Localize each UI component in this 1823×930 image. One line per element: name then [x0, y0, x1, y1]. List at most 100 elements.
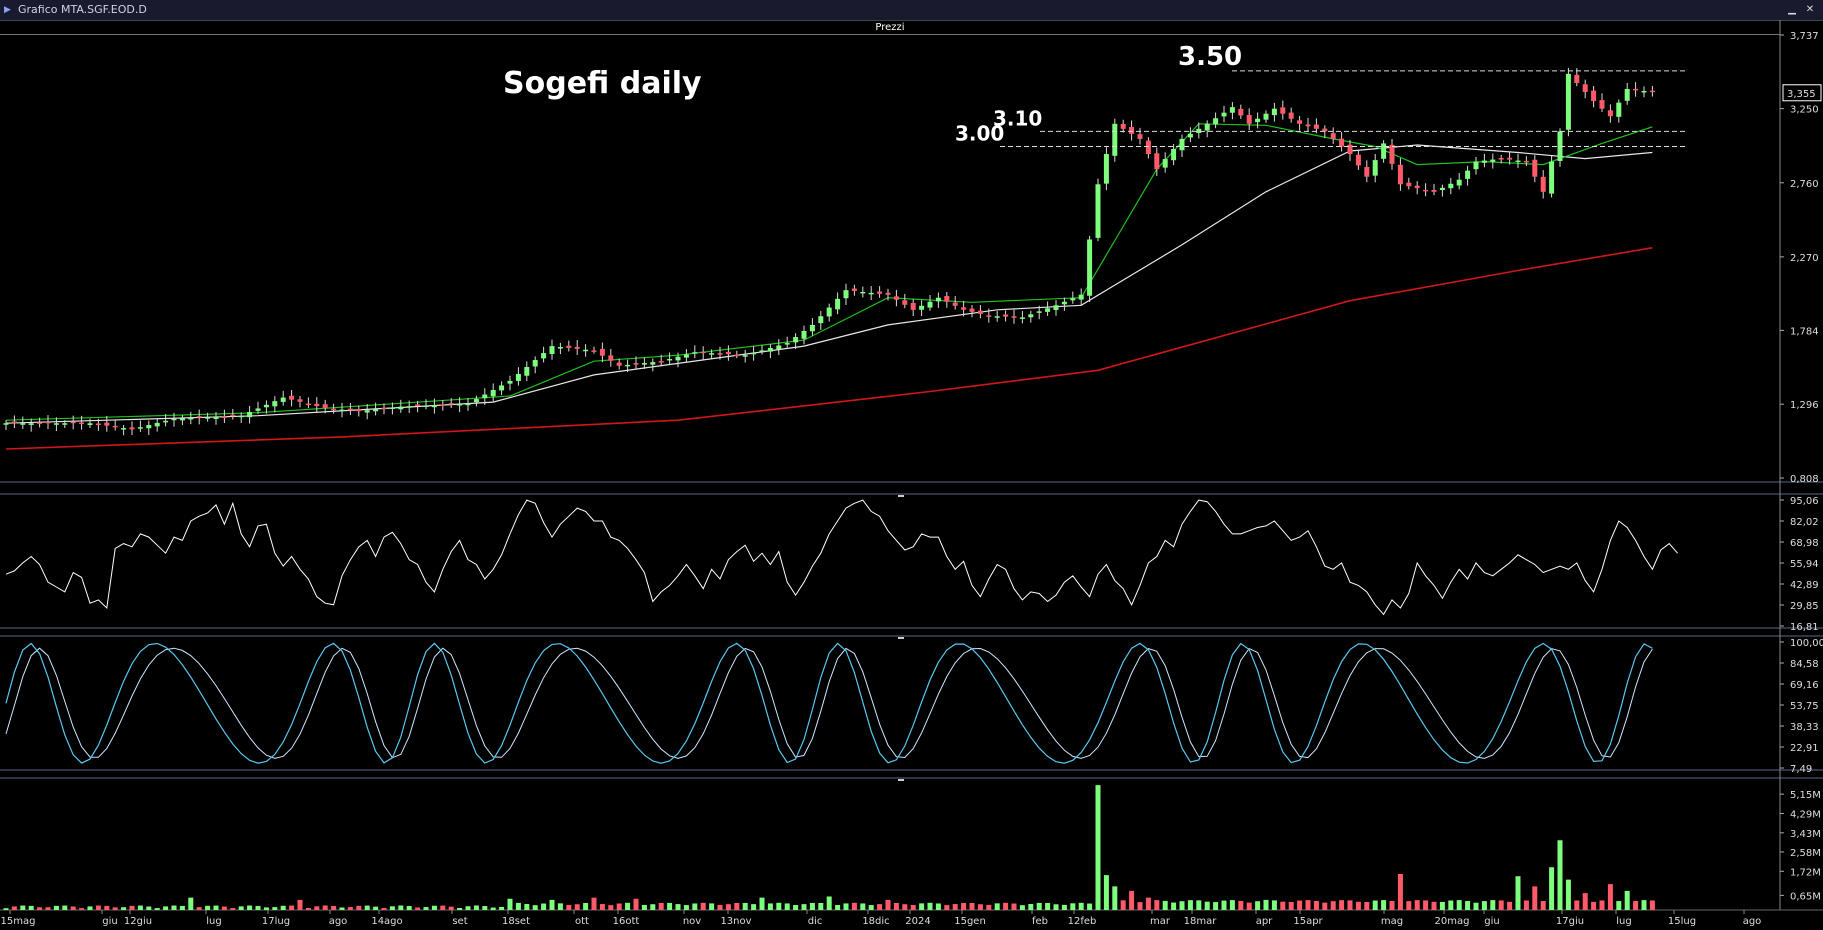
volume-bar [667, 902, 673, 910]
volume-bar [1540, 901, 1546, 910]
candle-body [725, 351, 731, 355]
volume-bar [1364, 901, 1370, 910]
volume-bar [675, 904, 681, 910]
volume-bar [1103, 875, 1109, 910]
volume-bar [1179, 901, 1185, 910]
candle-body [272, 401, 278, 407]
candle-body [1347, 144, 1353, 155]
candle-body [1120, 123, 1126, 129]
volume-bar [482, 906, 488, 910]
candle-body [331, 408, 337, 411]
volume-bar [129, 905, 135, 910]
candle-body [751, 352, 757, 355]
candle-body [818, 316, 824, 324]
volume-bar [154, 908, 160, 910]
volume-bar [1498, 900, 1504, 910]
volume-bar [1196, 900, 1202, 910]
y-tick-label: 82,02 [1790, 517, 1819, 528]
candle-body [767, 347, 773, 352]
candle-body [205, 417, 211, 419]
candle-body [1633, 88, 1639, 91]
volume-bar [700, 902, 706, 910]
volume-bar [1137, 902, 1143, 910]
candle-body [314, 403, 320, 407]
volume-bar [969, 903, 975, 910]
volume-bar [1070, 903, 1076, 910]
candle-body [583, 349, 589, 352]
volume-bar [641, 904, 647, 910]
candle-body [1213, 118, 1219, 125]
candle-body [675, 356, 681, 361]
candle-body [1179, 138, 1185, 151]
minimize-button[interactable]: ▁ [1788, 4, 1796, 15]
volume-bar [1431, 901, 1437, 910]
volume-bar [1271, 900, 1277, 910]
volume-bar [851, 902, 857, 910]
candle-body [507, 380, 513, 384]
candle-body [398, 406, 404, 410]
x-tick-label: 18dic [862, 916, 889, 927]
volume-bar [196, 907, 202, 910]
volume-bar [1582, 893, 1588, 910]
candle-body [482, 394, 488, 399]
candle-body [448, 403, 454, 405]
candle-body [1154, 153, 1160, 170]
volume-bar [801, 904, 807, 910]
x-tick-label: lug [1616, 916, 1631, 927]
volume-bar [826, 896, 832, 910]
volume-bar [28, 905, 34, 910]
y-tick-label: 68,98 [1790, 538, 1819, 549]
volume-bar [977, 904, 983, 910]
x-tick-label: lug [206, 916, 221, 927]
volume-bar [1481, 901, 1487, 910]
candle-body [1246, 114, 1252, 124]
volume-bar [1439, 901, 1445, 910]
candle-body [95, 423, 101, 426]
close-button[interactable]: ✕ [1805, 4, 1815, 15]
candle-body [1305, 124, 1311, 127]
candle-body [1238, 108, 1244, 116]
volume-bar [238, 906, 244, 910]
volume-bar [524, 904, 530, 910]
volume-bar [431, 905, 437, 910]
volume-bar [389, 906, 395, 910]
candle-body [238, 415, 244, 418]
x-tick-label: giu [1484, 916, 1499, 927]
chart-annotation-title: Sogefi daily [503, 66, 702, 101]
volume-bar [549, 899, 555, 910]
x-tick-label: 14ago [371, 916, 402, 927]
volume-bar [490, 907, 496, 910]
volume-bar [121, 907, 127, 910]
volume-bar [1255, 901, 1261, 910]
candle-body [1423, 189, 1429, 192]
x-tick-label: 17lug [262, 916, 290, 927]
panel-handle [898, 495, 904, 497]
candle-body [373, 409, 379, 412]
candle-body [1381, 143, 1387, 159]
volume-bar [70, 906, 76, 910]
volume-bar [835, 905, 841, 910]
volume-bar [725, 904, 731, 910]
volume-bar [331, 905, 337, 910]
window-titlebar: ▶ Grafico MTA.SGF.EOD.D ▁ ✕ [0, 0, 1823, 21]
candle-body [709, 353, 715, 355]
candle-body [1028, 314, 1034, 318]
candle-body [289, 395, 295, 400]
candle-body [1003, 314, 1009, 317]
volume-bar [583, 903, 589, 910]
volume-bar [1372, 900, 1378, 910]
candle-body [1624, 88, 1630, 101]
volume-bar [608, 905, 614, 910]
candle-body [826, 307, 832, 317]
candle-body [935, 297, 941, 302]
candle-body [339, 409, 345, 412]
candle-body [28, 423, 34, 425]
candle-body [1431, 189, 1437, 192]
candle-body [851, 288, 857, 292]
volume-bar [557, 903, 563, 910]
volume-bar [1355, 901, 1361, 910]
candle-body [230, 414, 236, 417]
volume-bar [1381, 900, 1387, 910]
candle-body [356, 409, 362, 412]
